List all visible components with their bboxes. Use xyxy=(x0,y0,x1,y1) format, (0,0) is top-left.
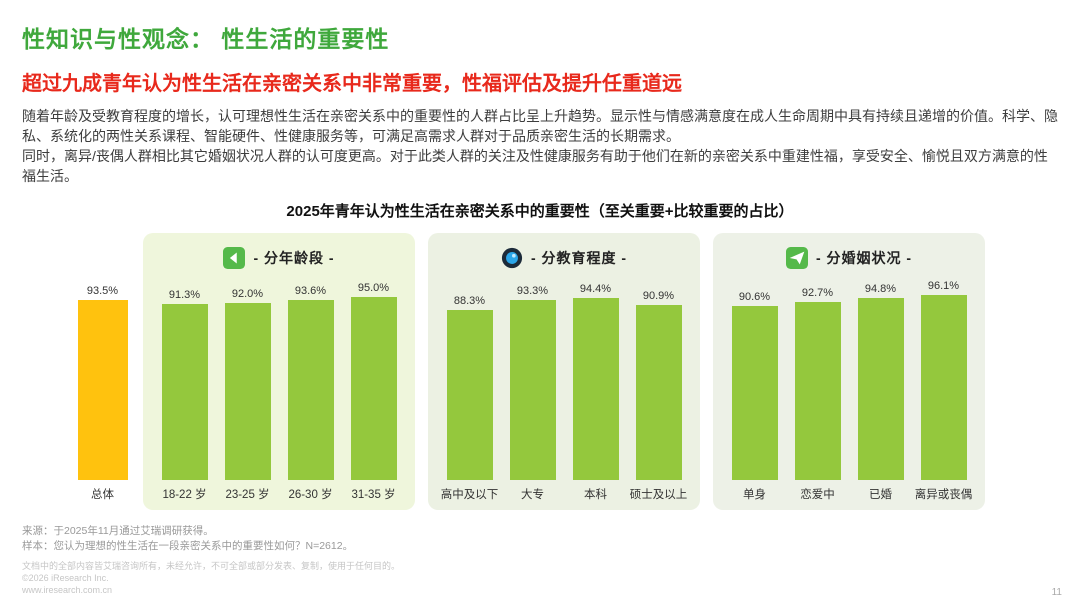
marital-status-icon xyxy=(785,246,808,269)
bar xyxy=(635,305,682,480)
bar xyxy=(161,304,208,480)
bar xyxy=(920,295,967,480)
bar xyxy=(224,302,271,480)
paragraph-2: 同时，离异/丧偶人群相比其它婚姻状况人群的认可度更高。对于此类人群的关注及性健康… xyxy=(22,147,1048,184)
bar-category-label: 26-30 岁 xyxy=(288,488,333,501)
labels-row: 单身 恋爱中 已婚 离异或丧偶 xyxy=(723,486,975,502)
bar-value-label: 95.0% xyxy=(357,282,390,295)
bar-value-label: 88.3% xyxy=(453,295,486,307)
footer-website: www.iresearch.com.cn xyxy=(22,585,113,596)
bar-group-panel: - 分年龄段 - 91.3% 92.0% 93.6% 95.0% 18-22 岁 23-25… xyxy=(143,232,415,510)
bar-category-label: 硕士及以上 xyxy=(629,488,688,501)
bar-value-label: 93.5% xyxy=(86,285,119,297)
bar-group-panel: - 分婚姻状况 - 90.6% 92.7% 94.8% 96.1% 单身 恋爱中 已婚 离异或丧… xyxy=(713,232,985,510)
bar-value-label: 93.6% xyxy=(294,284,327,297)
group-title: - 分婚姻状况 - xyxy=(815,249,913,266)
bar-item: 96.1% xyxy=(912,280,975,480)
bar-category-label: 已婚 xyxy=(869,488,892,501)
bar xyxy=(794,301,841,480)
paragraph-1: 随着年龄及受教育程度的增长，认可理想性生活在亲密关系中的重要性的人群占比呈上升趋… xyxy=(22,108,1058,144)
bar-value-label: 94.8% xyxy=(864,282,897,295)
bar-item: 93.3% xyxy=(501,285,564,480)
bar-category-label: 离异或丧偶 xyxy=(914,488,973,501)
chart-groups: 93.5% 总体 - 分年龄段 - 91.3% 92.0% 93.6% 95.0% 18-22… xyxy=(75,232,1080,510)
bar-item: 93.5% xyxy=(75,285,130,480)
bars-row: 93.5% xyxy=(75,275,130,480)
bar xyxy=(287,299,334,480)
bar xyxy=(572,298,619,480)
footer: 来源：于2025年11月通过艾瑞调研获得。 样本：您认为理想的性生活在一段亲密关… xyxy=(22,524,1080,597)
bar-value-label: 90.9% xyxy=(642,290,675,302)
footer-source: 来源：于2025年11月通过艾瑞调研获得。 xyxy=(22,524,214,537)
bar-category-label: 31-35 岁 xyxy=(351,488,396,501)
labels-row: 18-22 岁 23-25 岁 26-30 岁 31-35 岁 xyxy=(153,486,405,502)
page-title: 性知识与性观念： 性生活的重要性 xyxy=(22,26,390,52)
footer-copyright: ©2026 iResearch Inc. xyxy=(22,573,109,584)
bar-category-label: 单身 xyxy=(743,488,766,501)
chart-title: 2025年青年认为性生活在亲密关系中的重要性（至关重要+比较重要的占比） xyxy=(286,202,794,220)
group-header: - 分年龄段 - xyxy=(153,241,405,275)
bars-row: 91.3% 92.0% 93.6% 95.0% xyxy=(153,275,405,480)
bar-value-label: 93.3% xyxy=(516,285,549,298)
body-text: 随着年龄及受教育程度的增长，认可理想性生活在亲密关系中的重要性的人群占比呈上升趋… xyxy=(22,107,1058,187)
bar-item: 91.3% xyxy=(153,289,216,480)
bar xyxy=(446,310,493,480)
footer-sample: 样本：您认为理想的性生活在一段亲密关系中的重要性如何？N=2612。 xyxy=(22,539,354,552)
bar-category-label: 恋爱中 xyxy=(800,488,835,501)
bar-value-label: 90.6% xyxy=(738,290,771,303)
bar-value-label: 92.7% xyxy=(801,286,834,299)
bar-item: 90.6% xyxy=(723,291,786,480)
bars-row: 90.6% 92.7% 94.8% 96.1% xyxy=(723,275,975,480)
bar-value-label: 91.3% xyxy=(168,289,201,302)
bar xyxy=(731,305,778,480)
bar-category-label: 大专 xyxy=(521,488,544,501)
group-title: - 分年龄段 - xyxy=(253,249,335,266)
bar xyxy=(77,300,128,480)
overall-bar-group: 93.5% 总体 xyxy=(75,233,130,510)
bar-item: 92.7% xyxy=(786,287,849,480)
footer-legal: 文档中的全部内容皆艾瑞咨询所有，未经允许，不可全部或部分发表、复制，使用于任何目… xyxy=(22,560,401,571)
bar-item: 92.0% xyxy=(216,288,279,480)
group-header: - 分婚姻状况 - xyxy=(723,241,975,275)
bars-row: 88.3% 93.3% 94.4% 90.9% xyxy=(438,275,690,480)
bar-category-label: 高中及以下 xyxy=(440,488,499,501)
group-title: - 分教育程度 - xyxy=(530,249,628,266)
footer-legal-block: 文档中的全部内容皆艾瑞咨询所有，未经允许，不可全部或部分发表、复制，使用于任何目… xyxy=(22,560,1080,596)
bar-item: 94.8% xyxy=(849,283,912,480)
bar-value-label: 92.0% xyxy=(231,287,264,300)
page-number: 11 xyxy=(1051,587,1062,598)
bar xyxy=(857,297,904,480)
bar-item: 90.9% xyxy=(627,290,690,480)
group-header: - 分教育程度 - xyxy=(438,241,690,275)
bar-item: 93.6% xyxy=(279,285,342,480)
header: 性知识与性观念： 性生活的重要性 超过九成青年认为性生活在亲密关系中非常重要，性… xyxy=(0,0,1080,187)
group-header xyxy=(75,241,130,275)
labels-row: 总体 xyxy=(75,486,130,502)
subtitle: 超过九成青年认为性生活在亲密关系中非常重要，性福评估及提升任重道远 xyxy=(22,73,682,95)
bar-item: 95.0% xyxy=(342,282,405,480)
bar-category-label: 18-22 岁 xyxy=(162,488,207,501)
bar-item: 88.3% xyxy=(438,295,501,480)
bar xyxy=(509,300,556,480)
bar-group-panel: - 分教育程度 - 88.3% 93.3% 94.4% 90.9% 高中及以下 大专 本科 硕士… xyxy=(428,232,700,510)
bar-item: 94.4% xyxy=(564,283,627,480)
age-group-icon xyxy=(223,246,246,269)
bar-category-label: 本科 xyxy=(584,488,607,501)
bar-category-label: 23-25 岁 xyxy=(225,488,270,501)
bar-value-label: 96.1% xyxy=(927,280,960,292)
bar-value-label: 94.4% xyxy=(579,283,612,296)
labels-row: 高中及以下 大专 本科 硕士及以上 xyxy=(438,486,690,502)
bar-category-label: 总体 xyxy=(91,488,114,501)
bar xyxy=(350,297,397,480)
education-icon xyxy=(501,247,523,269)
